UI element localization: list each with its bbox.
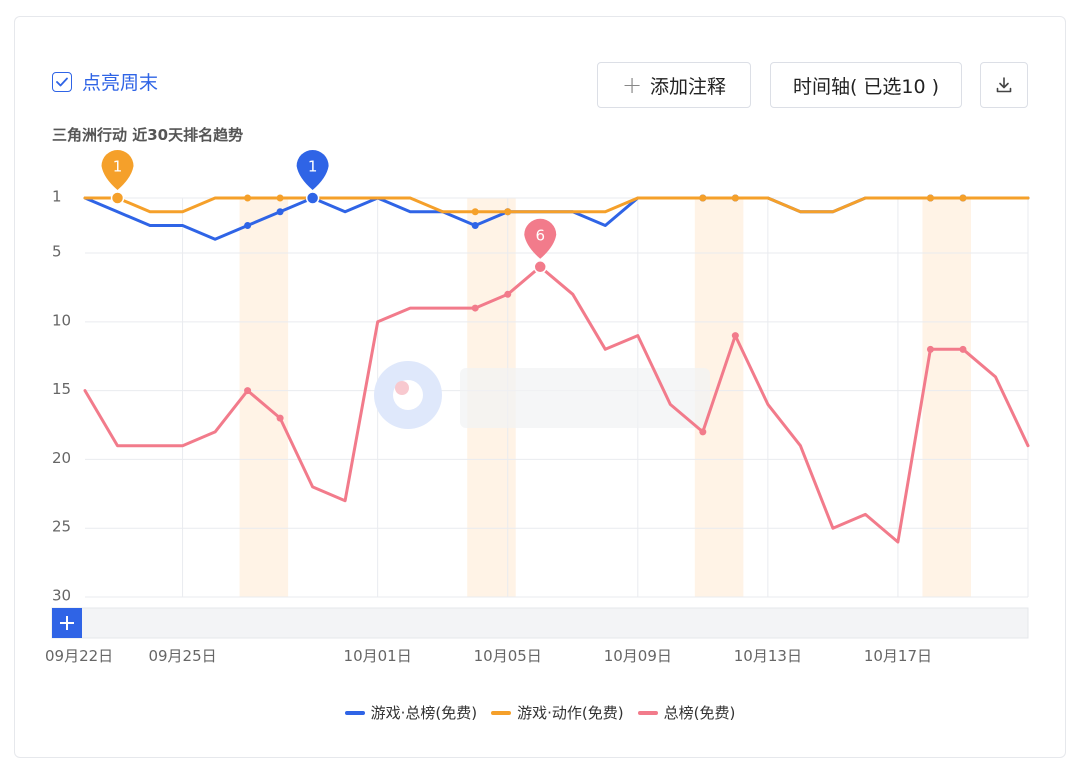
data-point	[471, 222, 479, 230]
map-pin-icon[interactable]	[296, 150, 329, 190]
data-point	[471, 208, 479, 216]
legend-swatch	[491, 710, 512, 715]
x-tick-label: 10月01日	[344, 647, 412, 665]
x-tick-label: 09月22日	[45, 647, 113, 665]
legend-item[interactable]: 游戏·动作(免费)	[491, 702, 624, 723]
legend-swatch	[637, 710, 658, 715]
legend-item[interactable]: 游戏·总榜(免费)	[344, 702, 478, 723]
add-annotation-button[interactable]: + 添加注释	[597, 62, 751, 108]
data-point	[699, 194, 707, 202]
range-slider-track[interactable]	[51, 607, 1029, 639]
x-tick-label: 10月05日	[474, 647, 542, 665]
weekend-highlight-label: 点亮周末	[82, 72, 159, 94]
add-annotation-label: 添加注释	[650, 75, 727, 98]
data-point	[926, 345, 934, 353]
plus-icon	[60, 616, 74, 630]
data-point	[471, 304, 479, 312]
weekend-band	[239, 198, 289, 597]
data-point	[276, 414, 284, 422]
y-tick-label: 30	[52, 587, 71, 605]
legend-swatch	[344, 710, 365, 715]
highlight-point[interactable]	[305, 191, 320, 205]
x-tick-label: 10月17日	[864, 647, 932, 665]
weekend-highlight-toggle[interactable]: 点亮周末	[52, 68, 158, 95]
y-tick-label: 10	[52, 311, 71, 329]
chart-legend: 游戏·总榜(免费) 游戏·动作(免费) 总榜(免费)	[0, 702, 1080, 723]
y-tick-label: 5	[52, 243, 62, 261]
chart-title: 三角洲行动 近30天排名趋势	[52, 126, 244, 144]
legend-item[interactable]: 总榜(免费)	[637, 702, 736, 723]
y-tick-label: 20	[52, 449, 71, 467]
highlight-point[interactable]	[110, 191, 125, 205]
data-point	[244, 222, 252, 230]
data-point	[699, 428, 707, 436]
x-tick-label: 09月25日	[148, 647, 216, 665]
plus-icon: +	[621, 71, 643, 99]
series-line	[83, 196, 1030, 214]
download-button[interactable]	[980, 62, 1028, 108]
y-tick-label: 1	[52, 188, 62, 206]
legend-label: 游戏·总榜(免费)	[370, 704, 478, 722]
series-line	[83, 265, 1030, 544]
y-tick-label: 25	[52, 518, 71, 536]
y-tick-label: 15	[52, 380, 71, 398]
data-point	[276, 194, 284, 202]
map-pin-icon[interactable]	[524, 218, 557, 259]
data-point	[731, 194, 739, 202]
x-tick-label: 10月09日	[604, 647, 672, 665]
download-icon	[996, 77, 1012, 93]
legend-label: 游戏·动作(免费)	[517, 704, 624, 722]
timeline-label: 时间轴( 已选10 )	[792, 75, 940, 98]
data-point	[926, 194, 934, 202]
legend-label: 总榜(免费)	[663, 704, 736, 722]
weekend-band	[922, 198, 971, 597]
watermark-logo	[374, 361, 710, 429]
data-point	[731, 332, 739, 340]
series-line	[83, 196, 1030, 241]
data-point	[244, 194, 252, 202]
data-point	[504, 290, 512, 298]
pin-value-label: 6	[535, 226, 545, 244]
data-point	[504, 208, 512, 216]
x-tick-label: 10月13日	[734, 647, 802, 665]
highlight-point[interactable]	[533, 260, 547, 274]
pin-value-label: 1	[113, 158, 123, 176]
data-point	[244, 387, 252, 395]
data-point	[959, 194, 967, 202]
data-point	[276, 208, 284, 216]
pin-value-label: 1	[308, 158, 318, 176]
timeline-button[interactable]: 时间轴( 已选10 )	[770, 62, 962, 108]
check-icon[interactable]	[52, 71, 72, 92]
data-point	[959, 345, 967, 353]
map-pin-icon[interactable]	[101, 150, 134, 190]
